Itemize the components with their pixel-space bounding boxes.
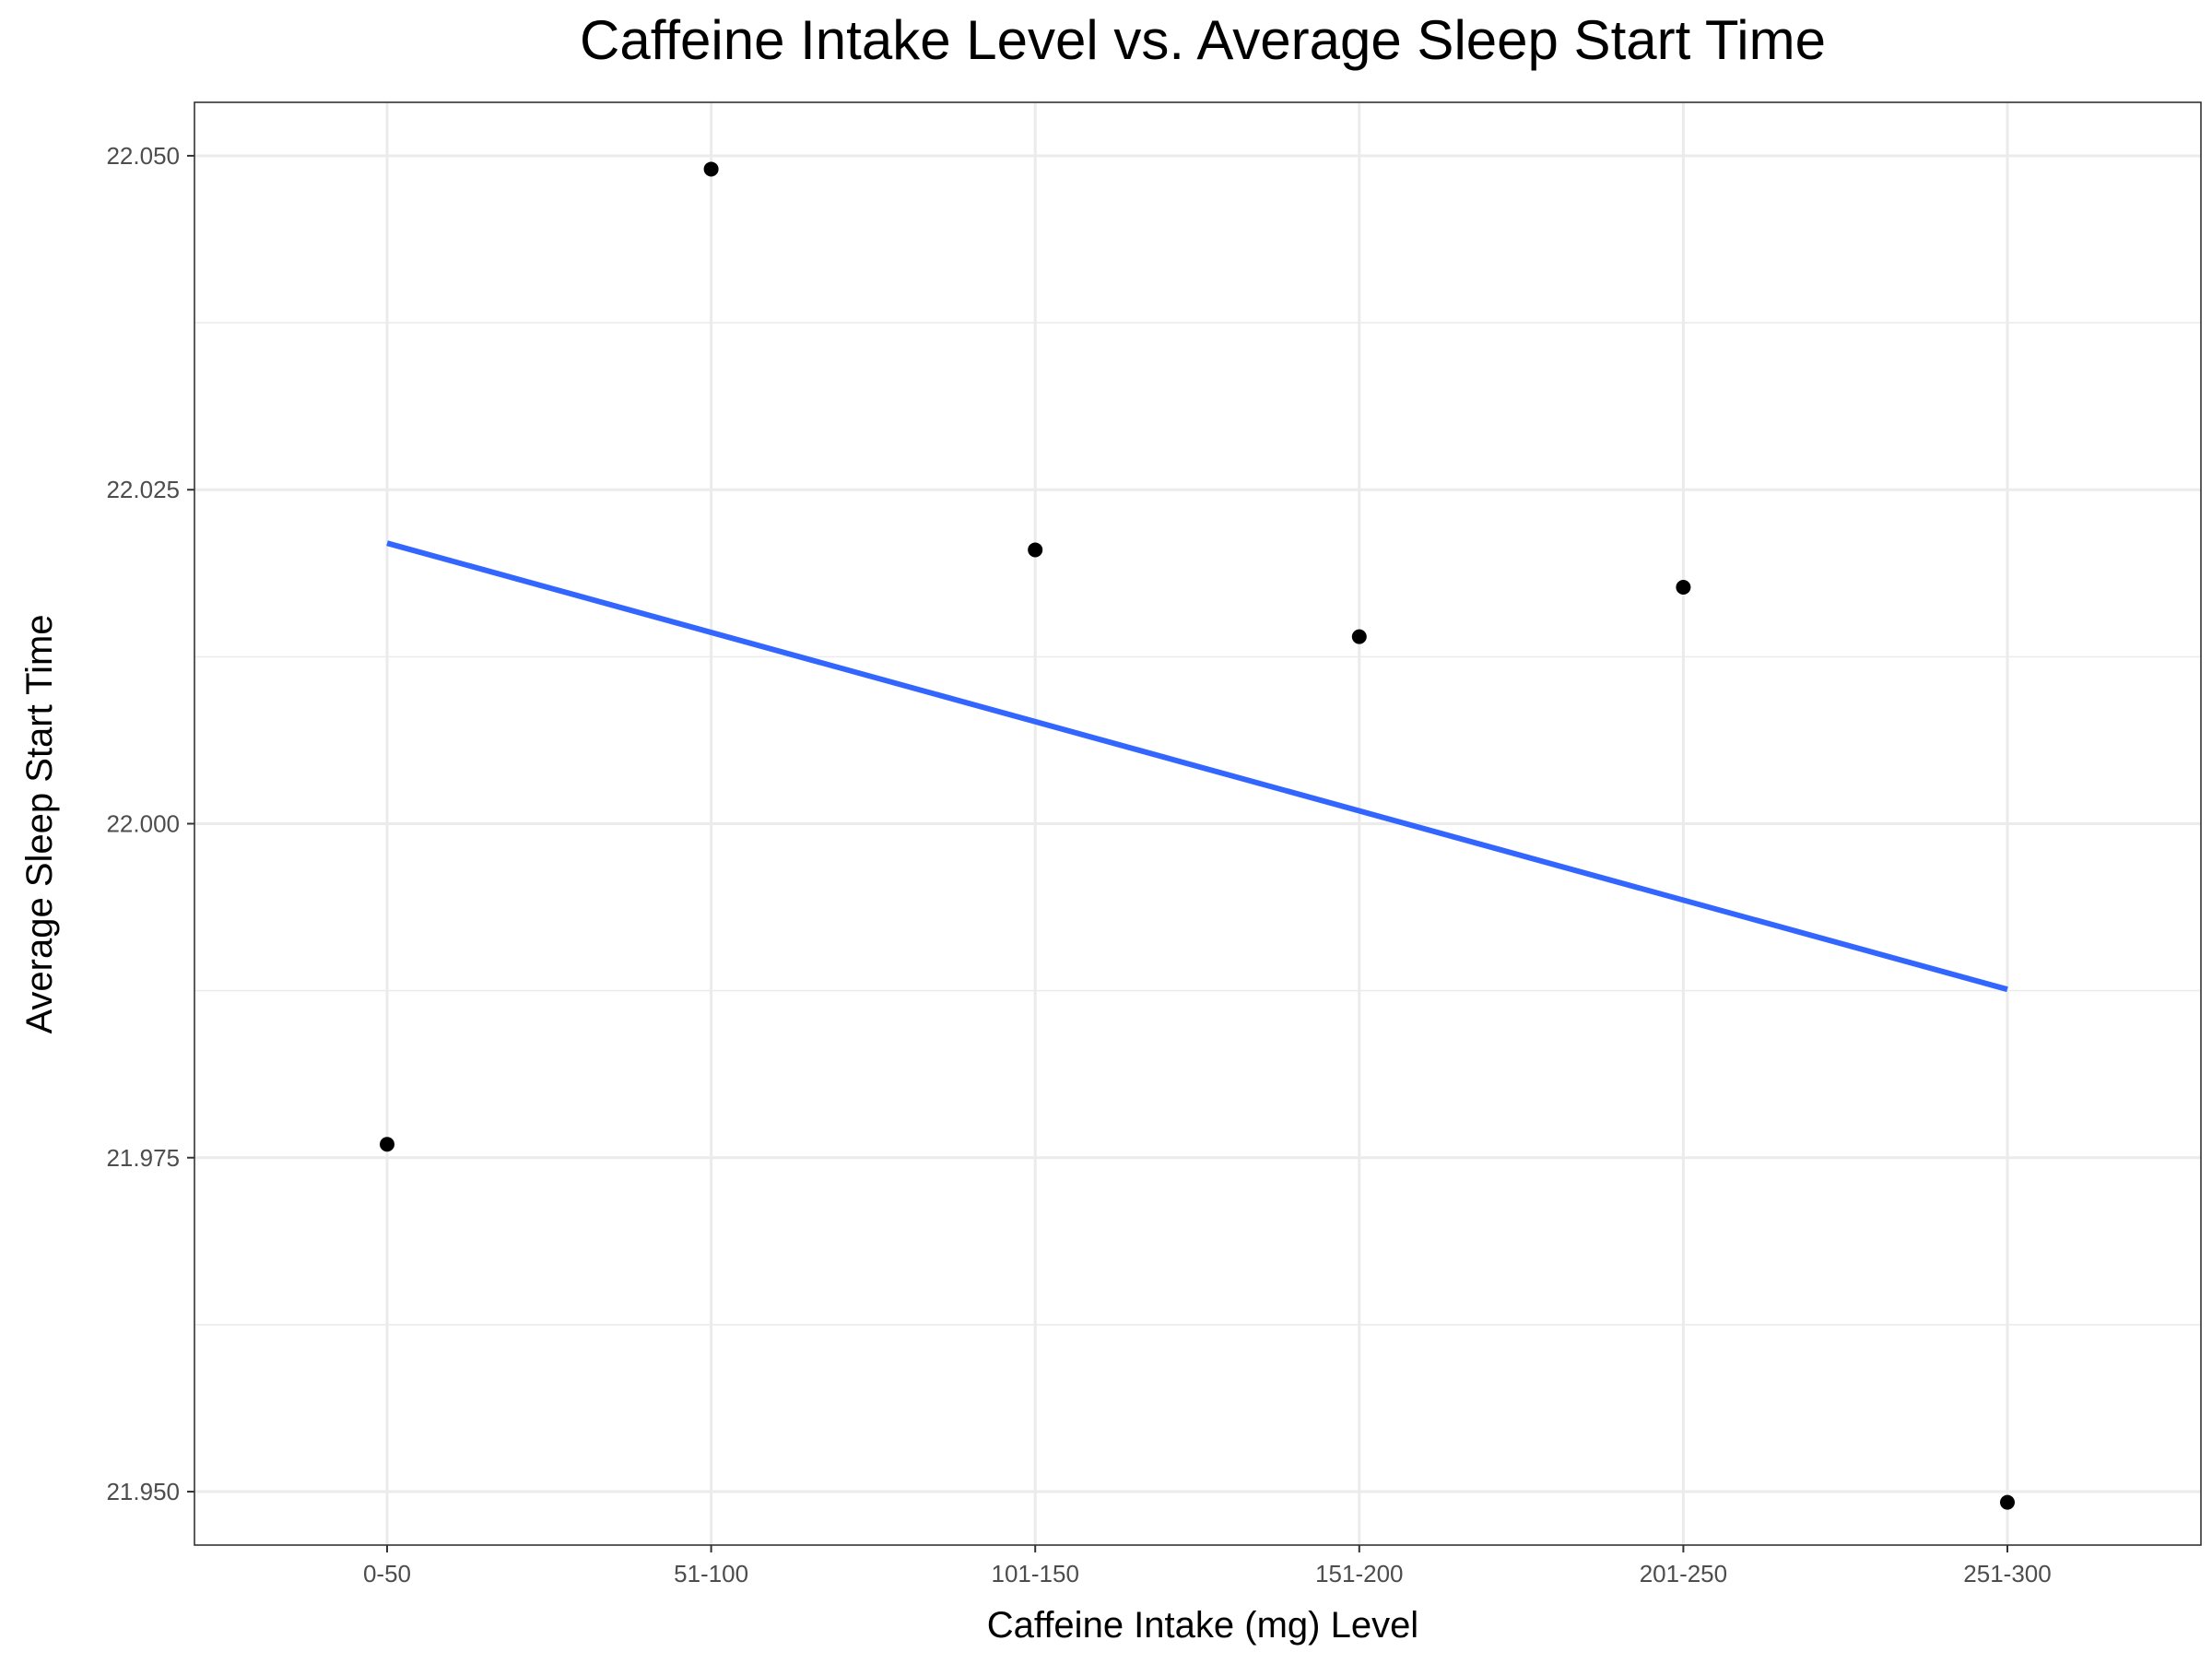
- y-axis: 21.950 21.975 22.000 22.025 22.050: [106, 142, 194, 1505]
- x-tick-label: 51-100: [674, 1560, 748, 1587]
- x-tick-label: 151-200: [1315, 1560, 1403, 1587]
- x-tick-label: 0-50: [363, 1560, 411, 1587]
- data-point: [1351, 629, 1367, 644]
- y-tick-label: 22.050: [106, 142, 180, 170]
- y-tick-label: 22.000: [106, 810, 180, 838]
- data-point: [1676, 580, 1691, 596]
- data-point: [703, 161, 719, 177]
- data-point: [380, 1137, 394, 1152]
- y-axis-title: Average Sleep Start Time: [19, 614, 60, 1033]
- data-points: [380, 161, 2015, 1510]
- major-gridlines: [194, 102, 2201, 1545]
- y-tick-label: 21.950: [106, 1478, 180, 1505]
- y-tick-label: 21.975: [106, 1144, 180, 1172]
- x-tick-label: 201-250: [1640, 1560, 1727, 1587]
- minor-gridlines: [194, 322, 2201, 1326]
- x-tick-label: 101-150: [991, 1560, 1078, 1587]
- data-point: [2000, 1494, 2015, 1510]
- trend-line-layer: [386, 540, 2008, 993]
- x-axis: 0-50 51-100 101-150 151-200 201-250 251-300: [363, 1545, 2052, 1587]
- x-tick-label: 251-300: [1963, 1560, 2051, 1587]
- trend-line: [386, 540, 2008, 993]
- y-tick-label: 22.025: [106, 476, 180, 503]
- x-axis-title: Caffeine Intake (mg) Level: [987, 1605, 1418, 1646]
- data-point: [1028, 542, 1043, 558]
- chart-title: Caffeine Intake Level vs. Average Sleep …: [580, 9, 1826, 71]
